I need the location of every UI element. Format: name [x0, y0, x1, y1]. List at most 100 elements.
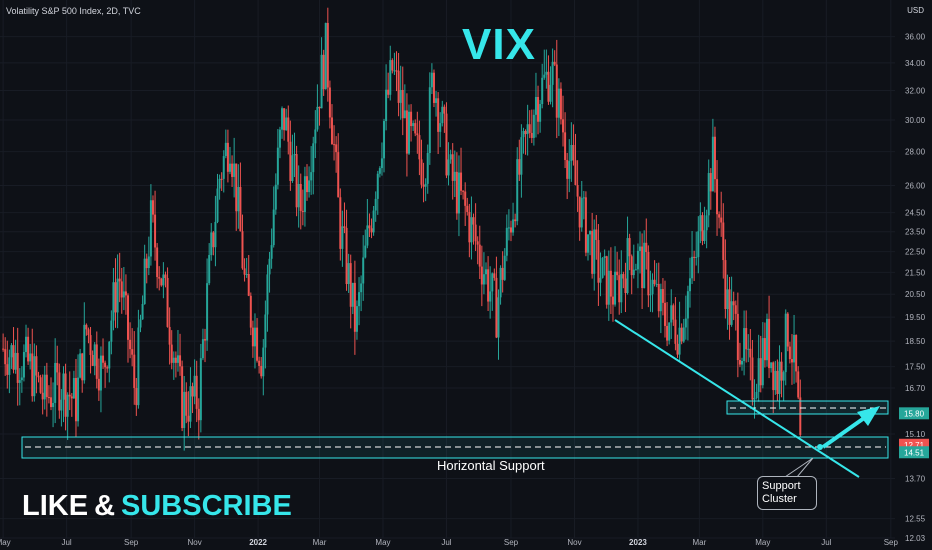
candle-body — [759, 358, 762, 386]
candle-body — [564, 132, 567, 161]
candle-body — [362, 257, 365, 284]
time-tick-label: Nov — [187, 538, 201, 547]
resistance-zone-box[interactable] — [726, 400, 889, 415]
candle-body — [634, 269, 637, 271]
candle-body — [6, 364, 9, 375]
candle-body — [389, 60, 392, 95]
candle-body — [568, 161, 571, 179]
candle-body — [478, 244, 481, 267]
candle-body — [264, 314, 267, 348]
candle-body — [181, 366, 184, 429]
candle-body — [405, 110, 408, 154]
candle-body — [124, 291, 127, 296]
promo-ampersand: & — [94, 490, 116, 522]
candle-body — [102, 355, 105, 363]
candle-body — [609, 270, 612, 297]
candle-body — [212, 232, 215, 248]
candle-body — [407, 111, 410, 154]
candle-body — [133, 354, 136, 388]
candle-body — [22, 352, 25, 378]
candle-body — [589, 230, 592, 235]
candle-body — [611, 296, 614, 305]
candle-body — [260, 365, 263, 377]
candle-body — [289, 141, 292, 181]
candle-body — [274, 184, 277, 210]
bounce-arrow-shaft[interactable] — [821, 414, 869, 449]
candle-body — [428, 87, 431, 153]
candle-body — [474, 224, 477, 242]
candle-body — [185, 391, 188, 416]
candle-body — [503, 255, 506, 280]
candle-body — [25, 336, 28, 353]
candle-body — [682, 327, 685, 342]
candle-body — [85, 324, 88, 330]
candle-body — [499, 267, 502, 298]
candle-body — [487, 269, 490, 302]
candle-body — [364, 245, 367, 258]
candle-body — [224, 142, 227, 157]
candle-body — [728, 289, 731, 325]
price-tick-label: 34.00 — [905, 59, 926, 68]
candle-body — [676, 343, 679, 355]
candle-body — [768, 318, 771, 369]
candle-body — [482, 274, 485, 285]
candle-body — [422, 184, 425, 187]
candle-body — [318, 106, 321, 109]
price-tick-label: 28.00 — [905, 148, 926, 157]
candle-body — [312, 143, 315, 173]
candle-body — [247, 273, 250, 296]
candle-body — [403, 110, 406, 119]
time-tick-label: Nov — [567, 538, 581, 547]
candle-body — [131, 349, 134, 355]
candle-body — [174, 357, 177, 363]
candle-body — [283, 108, 286, 131]
trendline[interactable] — [614, 319, 860, 478]
price-tick-label: 23.50 — [905, 228, 926, 237]
candle-body — [624, 278, 627, 294]
candle-body — [64, 373, 67, 417]
candle-body — [426, 152, 429, 184]
candle-body — [366, 225, 369, 246]
candle-body — [74, 378, 77, 422]
candle-body — [79, 353, 82, 378]
candle-body — [41, 392, 44, 400]
candle-body — [89, 335, 92, 355]
candle-body — [156, 247, 159, 278]
time-tick-label: May — [0, 538, 11, 547]
candle-body — [4, 349, 7, 365]
candle-body — [253, 327, 256, 347]
candle-body — [193, 375, 196, 397]
candle-body — [66, 394, 69, 417]
time-tick-label: Sep — [124, 538, 139, 547]
candle-body — [632, 269, 635, 276]
candle-body — [295, 154, 298, 208]
price-tick-label: 12.55 — [905, 515, 926, 524]
candle-body — [14, 352, 17, 370]
candle-body — [518, 159, 521, 175]
candle-body — [62, 373, 65, 400]
candle-body — [176, 355, 179, 363]
candle-body — [757, 358, 760, 392]
candle-body — [314, 129, 317, 144]
bounce-arrow-head — [857, 406, 880, 426]
candle-body — [555, 64, 558, 118]
candle-body — [399, 89, 402, 103]
candle-body — [628, 238, 631, 257]
candle-body — [251, 327, 254, 347]
candle-body — [99, 355, 102, 391]
candle-body — [630, 256, 633, 276]
candle-body — [372, 210, 375, 233]
price-tick-label: 16.70 — [905, 384, 926, 393]
time-tick-label: May — [375, 538, 390, 547]
candle-body — [149, 200, 152, 257]
candle-body — [58, 372, 61, 411]
candle-body — [485, 269, 488, 275]
candle-body — [570, 144, 573, 162]
candle-body — [154, 214, 157, 248]
candle-body — [135, 387, 138, 406]
candle-body — [522, 130, 525, 138]
candle-body — [347, 263, 350, 285]
time-tick-label: 2022 — [249, 538, 267, 547]
candle-body — [691, 256, 694, 279]
